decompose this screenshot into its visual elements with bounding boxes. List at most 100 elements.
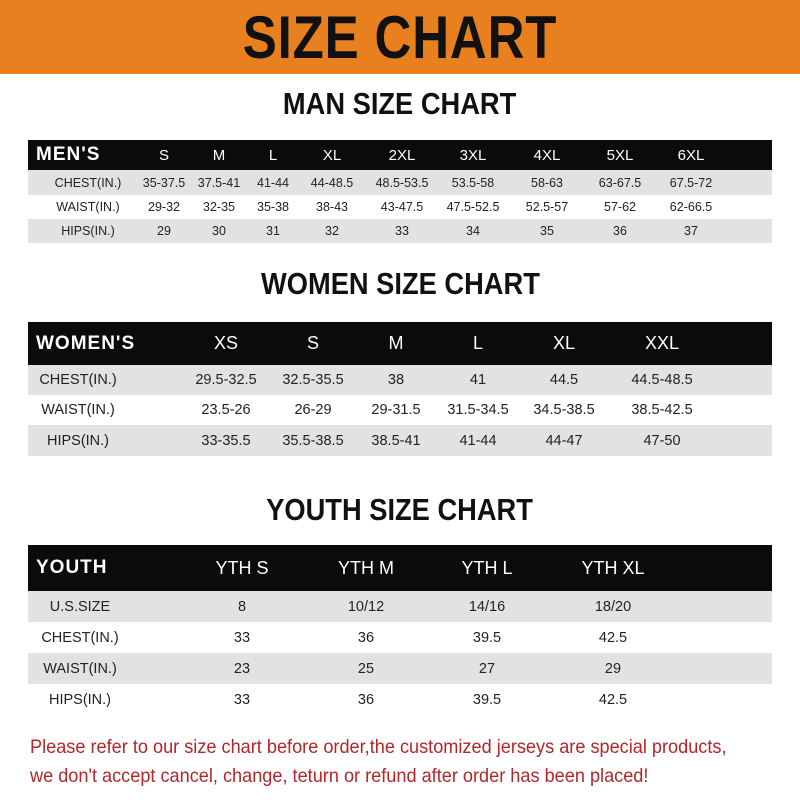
table-cell: 14/16	[468, 598, 506, 615]
table-cell: 35-38	[257, 200, 289, 214]
table-cell: 29.5-32.5	[195, 372, 257, 388]
women-size-table: WOMEN'S XS S M L XL XXL CHEST(IN.) 29.5-32.5 32.5…	[28, 322, 772, 456]
size-column-header: 6XL	[677, 146, 705, 164]
women-title: WOMEN SIZE CHART	[260, 266, 540, 301]
table-cell: 48.5-53.5	[375, 175, 429, 190]
table-cell: 44-48.5	[310, 175, 354, 190]
size-column-header: S	[158, 146, 170, 164]
table-cell: 29-31.5	[371, 402, 421, 418]
measurement-label: U.S.SIZE	[49, 598, 111, 615]
table-cell: 35	[540, 224, 554, 238]
order-notice-line: Please refer to our size chart before or…	[30, 736, 727, 758]
table-group-label: YOUTH	[36, 557, 108, 578]
table-cell: 44.5	[549, 372, 579, 388]
table-cell: 42.5	[598, 691, 628, 708]
table-cell: 38-43	[316, 200, 348, 214]
size-column-header: YTH S	[215, 557, 269, 578]
table-header-row: WOMEN'S XS S M L XL XXL	[28, 322, 772, 365]
table-row: HIPS(IN.) 33-35.5 35.5-38.5 38.5-41 41-44 44-…	[28, 425, 772, 456]
table-cell: 53.5-58	[451, 175, 495, 190]
table-cell: 32-35	[203, 200, 235, 214]
banner: SIZE CHART	[0, 0, 800, 74]
measurement-label: CHEST(IN.)	[54, 175, 122, 190]
table-cell: 38.5-42.5	[631, 402, 693, 418]
youth-size-table: YOUTH YTH S YTH M YTH L YTH XL U.S.SIZE 8 10/12…	[28, 545, 772, 715]
table-group-label: MEN'S	[36, 144, 101, 165]
table-cell: 29-32	[148, 200, 180, 214]
size-column-header: YTH M	[338, 557, 394, 578]
table-cell: 32.5-35.5	[282, 372, 344, 388]
measurement-label: HIPS(IN.)	[61, 224, 115, 238]
table-cell: 25	[357, 660, 375, 677]
size-column-header: 2XL	[388, 146, 416, 164]
table-cell: 39.5	[472, 629, 502, 646]
table-row: HIPS(IN.) 33 36 39.5 42.5	[28, 684, 772, 715]
size-column-header: 4XL	[533, 146, 561, 164]
table-cell: 33	[395, 224, 409, 238]
table-cell: 10/12	[347, 598, 385, 615]
table-cell: 33	[233, 629, 251, 646]
table-cell: 27	[478, 660, 496, 677]
size-column-header: YTH L	[461, 557, 513, 578]
table-cell: 34	[466, 224, 480, 238]
table-header-row: YOUTH YTH S YTH M YTH L YTH XL	[28, 545, 772, 591]
measurement-label: WAIST(IN.)	[43, 660, 117, 677]
table-cell: 67.5-72	[669, 175, 713, 190]
table-group-label: WOMEN'S	[36, 332, 136, 354]
table-row: HIPS(IN.) 29 30 31 32 33 34 35 36 37	[28, 219, 772, 243]
table-cell: 47-50	[643, 432, 681, 449]
measurement-label: CHEST(IN.)	[39, 372, 117, 388]
table-cell: 32	[325, 224, 339, 238]
men-size-table: MEN'S S M L XL 2XL 3XL 4XL 5XL 6XL CHEST(IN.) 35-37…	[28, 140, 772, 243]
size-column-header: XS	[213, 333, 239, 353]
table-cell: 33	[233, 691, 251, 708]
table-cell: 43-47.5	[380, 200, 424, 214]
table-row: CHEST(IN.) 33 36 39.5 42.5	[28, 622, 772, 653]
men-title: MAN SIZE CHART	[283, 86, 517, 121]
table-cell: 35-37.5	[142, 175, 186, 190]
table-cell: 23.5-26	[201, 402, 251, 418]
size-column-header: XXL	[644, 333, 680, 353]
table-cell: 41-44	[257, 175, 289, 190]
table-cell: 58-63	[531, 175, 563, 190]
table-cell: 31	[266, 224, 280, 238]
table-cell: 42.5	[598, 629, 628, 646]
size-column-header: YTH XL	[581, 557, 645, 578]
size-column-header: M	[388, 333, 404, 353]
table-cell: 44-47	[545, 432, 583, 449]
size-column-header: 3XL	[459, 146, 487, 164]
banner-title: SIZE CHART	[242, 3, 558, 71]
youth-title: YOUTH SIZE CHART	[266, 492, 534, 527]
table-cell: 26-29	[294, 402, 332, 418]
measurement-label: CHEST(IN.)	[41, 629, 119, 646]
table-row: WAIST(IN.) 23 25 27 29	[28, 653, 772, 684]
measurement-label: WAIST(IN.)	[56, 200, 120, 214]
table-cell: 35.5-38.5	[282, 432, 344, 449]
size-column-header: XL	[552, 333, 576, 353]
table-cell: 36	[613, 224, 627, 238]
order-notice: Please refer to our size chart before or…	[30, 733, 790, 791]
table-cell: 63-67.5	[598, 175, 642, 190]
table-cell: 39.5	[472, 691, 502, 708]
table-cell: 38	[387, 372, 405, 388]
order-notice-line: we don't accept cancel, change, teturn o…	[30, 765, 649, 787]
table-header-row: MEN'S S M L XL 2XL 3XL 4XL 5XL 6XL	[28, 140, 772, 170]
table-cell: 18/20	[594, 598, 632, 615]
table-cell: 62-66.5	[669, 200, 713, 214]
size-column-header: L	[472, 333, 484, 353]
table-cell: 37.5-41	[197, 175, 241, 190]
table-row: U.S.SIZE 8 10/12 14/16 18/20	[28, 591, 772, 622]
table-cell: 41-44	[459, 432, 497, 449]
table-cell: 29	[157, 224, 171, 238]
table-cell: 57-62	[604, 200, 636, 214]
table-cell: 30	[212, 224, 226, 238]
table-cell: 44.5-48.5	[631, 372, 693, 388]
table-cell: 36	[357, 629, 375, 646]
table-row: WAIST(IN.) 29-32 32-35 35-38 38-43 43-47.5 47.…	[28, 195, 772, 219]
table-cell: 38.5-41	[371, 432, 421, 449]
table-cell: 34.5-38.5	[533, 402, 595, 418]
table-cell: 47.5-52.5	[446, 200, 500, 214]
measurement-label: HIPS(IN.)	[48, 691, 112, 708]
table-cell: 8	[237, 598, 247, 615]
size-column-header: 5XL	[606, 146, 634, 164]
